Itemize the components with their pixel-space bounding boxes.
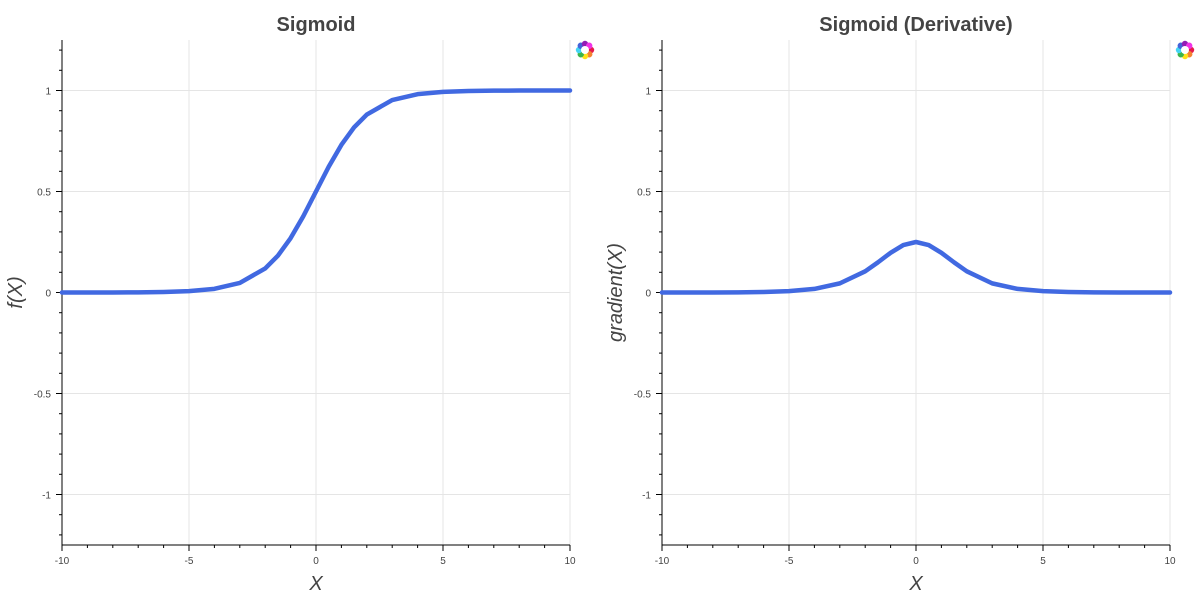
y-tick-label: -0.5 [34, 390, 52, 401]
x-axis-label: X [908, 573, 923, 595]
y-axis-label: gradient(X) [605, 243, 627, 342]
sigmoid-panel: -10 -5 0 5 10 -1 -0.5 0 0.5 1 Sigmoid Xf(X) [5, 14, 595, 595]
y-tick-label: 0 [645, 289, 651, 300]
x-tick-label: -10 [55, 556, 70, 567]
series-line [659, 239, 1173, 295]
y-tick-label: 0 [45, 289, 51, 300]
x-tick-label: 5 [1040, 556, 1046, 567]
x-tick-label: 10 [564, 556, 576, 567]
x-tick-label: 5 [440, 556, 446, 567]
x-tick-label: 0 [313, 556, 319, 567]
y-tick-label: 1 [645, 87, 651, 98]
y-tick-label: 1 [45, 87, 51, 98]
y-axis-label: f(X) [5, 276, 27, 308]
y-tick-label: -1 [42, 491, 51, 502]
x-tick-label: 10 [1164, 556, 1176, 567]
bokeh-logo-icon[interactable] [1175, 40, 1195, 60]
bokeh-logo-icon[interactable] [575, 40, 595, 60]
chart-title: Sigmoid (Derivative) [819, 14, 1012, 36]
y-tick-label: 0.5 [37, 188, 51, 199]
sigmoid-derivative-panel: -10 -5 0 5 10 -1 -0.5 0 0.5 1 Sigmoid (Derivative)… [605, 14, 1195, 595]
logo-center [581, 46, 589, 54]
x-axis-label: X [308, 573, 323, 595]
y-tick-label: -1 [642, 491, 651, 502]
x-tick-label: 0 [913, 556, 919, 567]
logo-center [1181, 46, 1189, 54]
x-tick-label: -5 [785, 556, 794, 567]
chart-title: Sigmoid [277, 14, 356, 36]
series-line [59, 88, 573, 295]
x-tick-label: -10 [655, 556, 670, 567]
y-tick-label: -0.5 [634, 390, 652, 401]
y-tick-label: 0.5 [637, 188, 651, 199]
x-tick-label: -5 [185, 556, 194, 567]
